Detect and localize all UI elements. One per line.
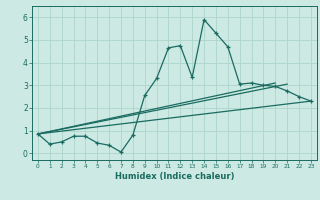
X-axis label: Humidex (Indice chaleur): Humidex (Indice chaleur) [115,172,234,181]
